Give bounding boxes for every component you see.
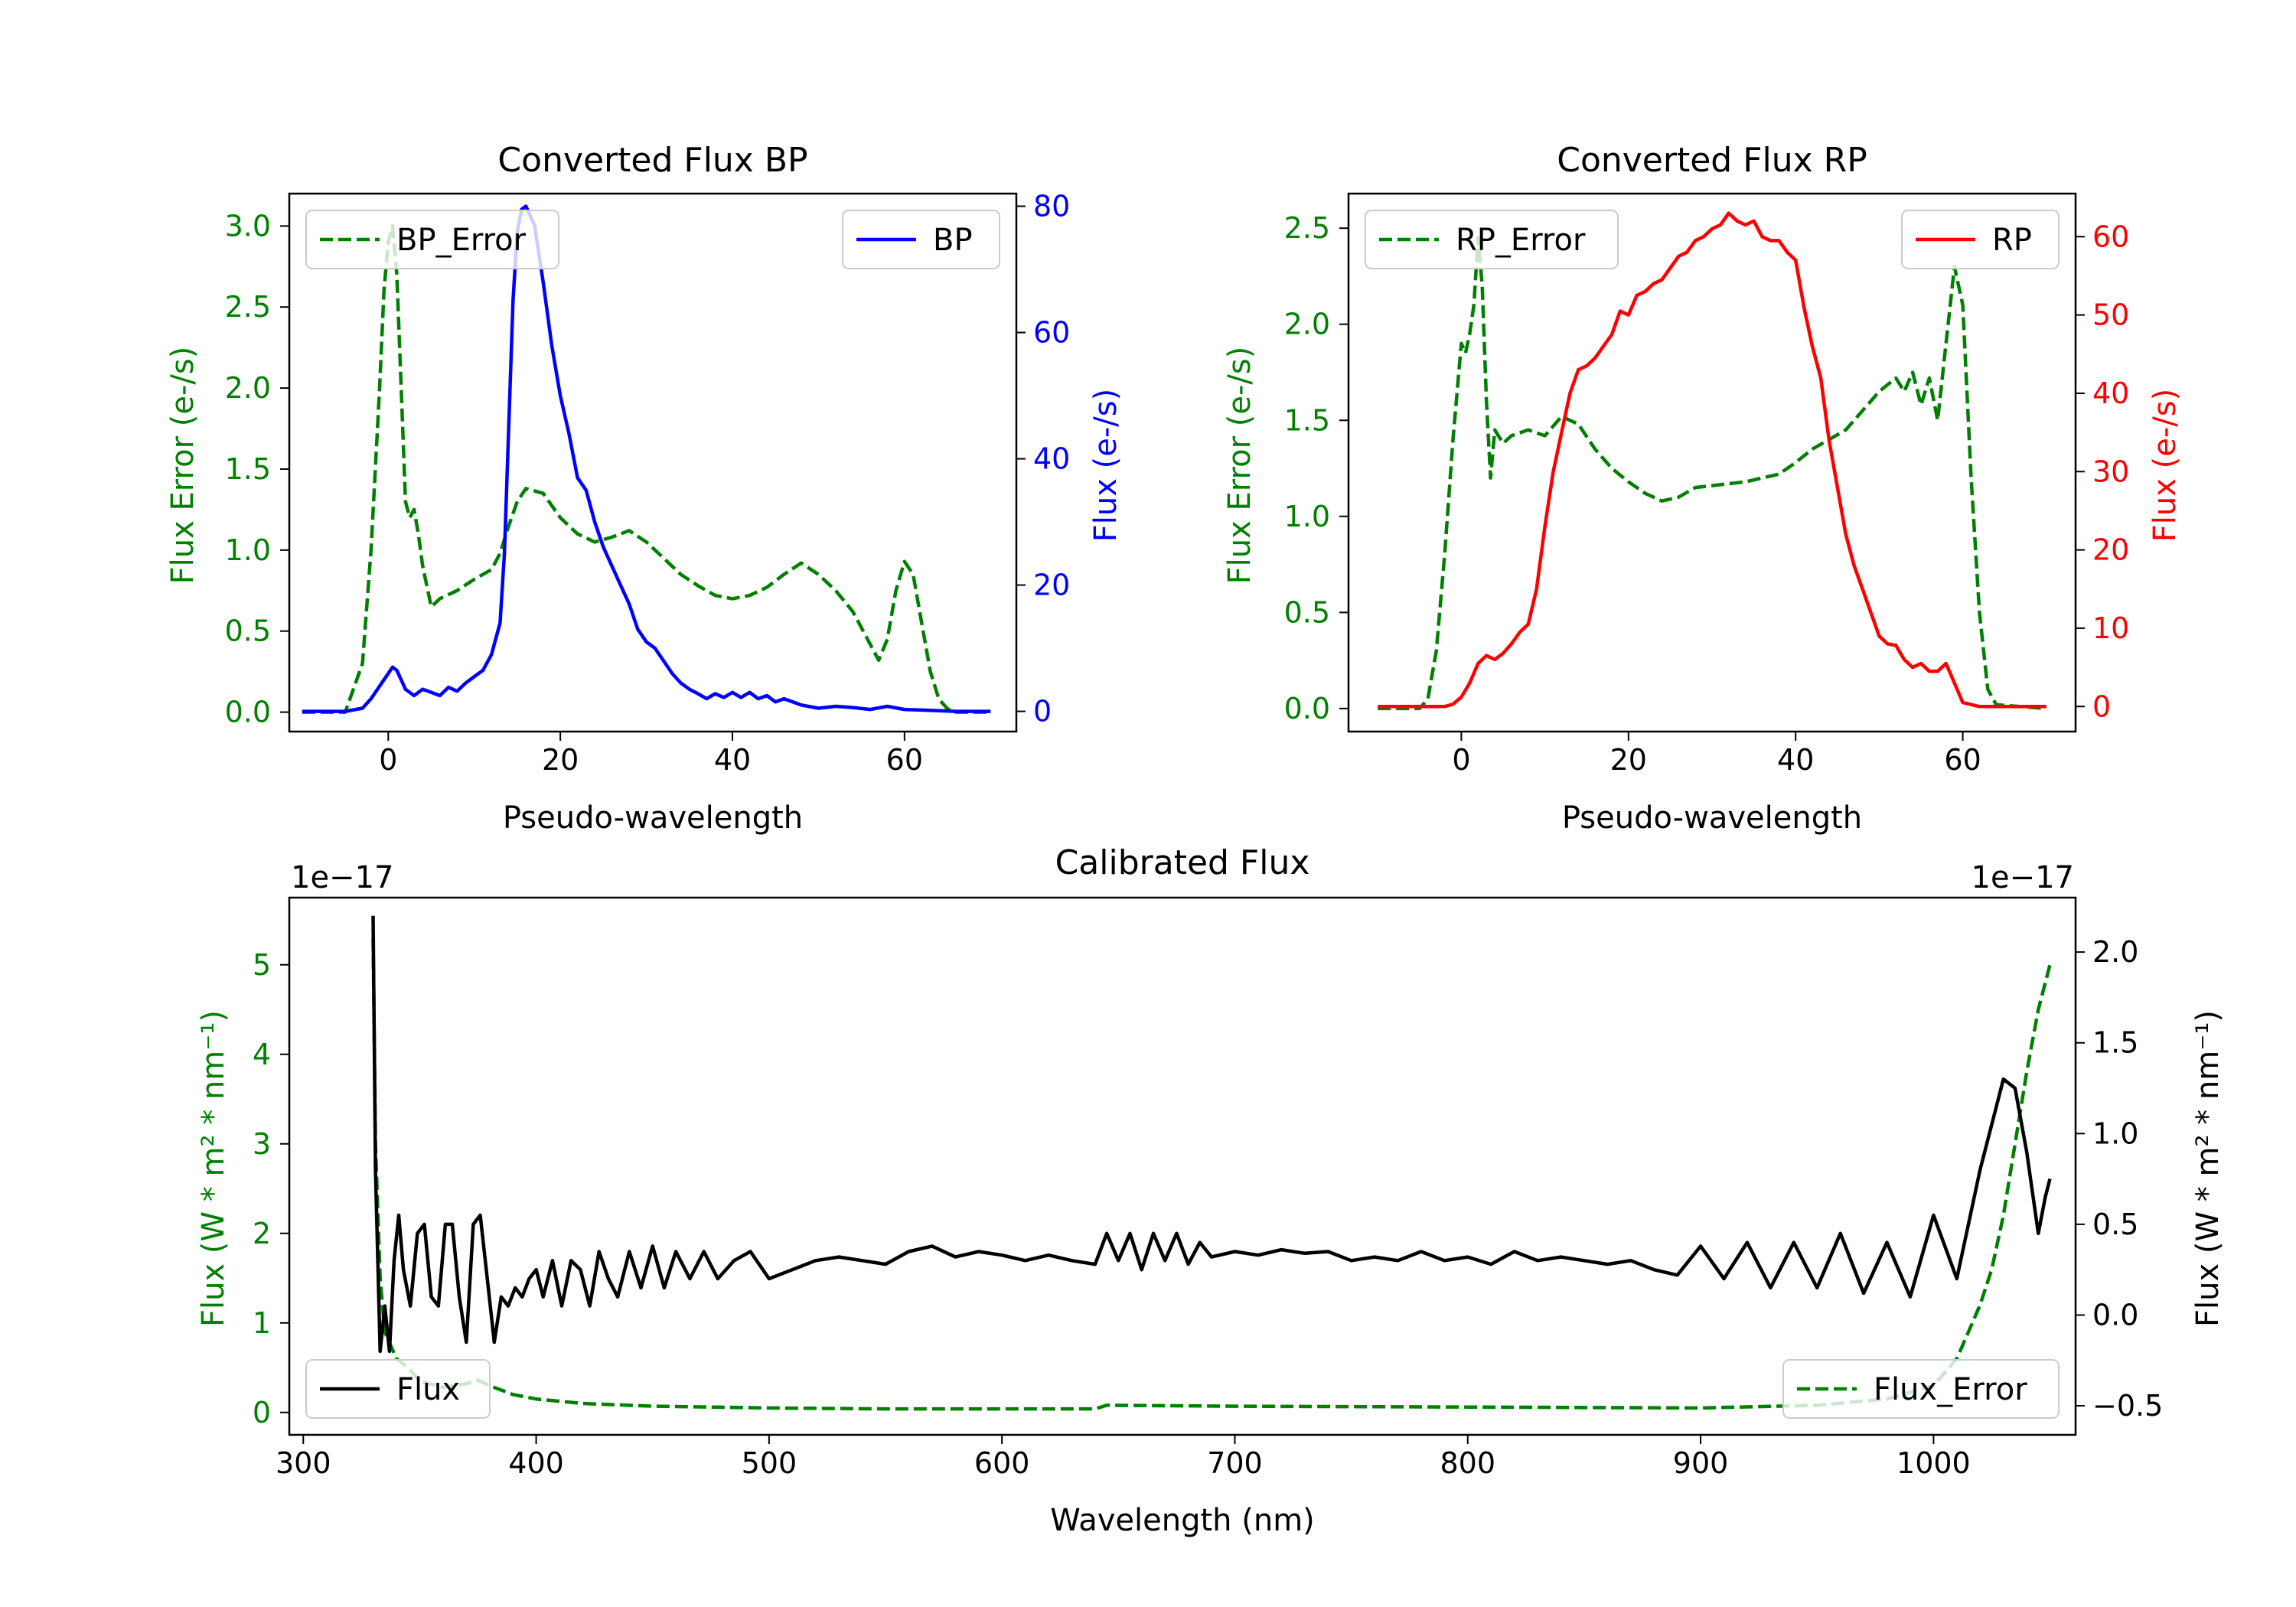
y-tick-label-left: 1.5 [1284, 403, 1330, 437]
legend-box [842, 210, 1000, 269]
x-tick-label: 800 [1440, 1446, 1496, 1480]
x-tick-label: 700 [1207, 1446, 1263, 1480]
x-tick-label: 0 [379, 743, 397, 777]
y-tick-label-right: 60 [2092, 220, 2129, 253]
legend-box [1782, 1359, 2060, 1419]
legend-box [1365, 210, 1619, 269]
y-tick-label-right: 50 [2092, 298, 2129, 332]
panel-converted-flux-bp: Converted Flux BP Pseudo-wavelength Flux… [165, 141, 1124, 836]
legend-bp-error: BP_Error [305, 210, 559, 269]
y-tick-label-left: 3.0 [225, 209, 271, 243]
legend-rp: RP [1901, 210, 2060, 269]
y-tick-label-left: 0.0 [1284, 692, 1330, 725]
legend-box [1901, 210, 2060, 269]
legend-label: Flux_Error [1874, 1372, 2027, 1407]
y-tick-label-right: 10 [2092, 611, 2129, 645]
x-axis-label: Pseudo-wavelength [1562, 800, 1862, 836]
y-axis-label-right: Flux (e-/s) [1088, 389, 1124, 542]
y-tick-label-right: 40 [1033, 442, 1070, 476]
y-tick-label-right: 2.0 [2092, 935, 2138, 969]
series-line-flux [371, 915, 2052, 1354]
legend-label: RP [1992, 223, 2032, 258]
y-tick-label-left: 2 [253, 1217, 271, 1250]
legend-flux-error: Flux_Error [1782, 1359, 2060, 1419]
y-tick-label-right: 60 [1033, 316, 1070, 350]
legend-box [305, 1359, 491, 1419]
y-tick-label-left: 3 [253, 1127, 271, 1161]
y-tick-label-right: 0 [2092, 689, 2111, 723]
y-tick-label-right: 40 [2092, 376, 2129, 410]
y-tick-label-right: 80 [1033, 190, 1070, 223]
y-tick-label-right: 0 [1033, 695, 1052, 729]
y-tick-label-left: 2.0 [1284, 308, 1330, 341]
panel-title: Converted Flux RP [1557, 141, 1867, 180]
series-line-rp [1378, 211, 2047, 709]
offset-label-right: 1e−17 [1971, 860, 2074, 895]
series-line-rp-error [1378, 236, 2047, 711]
x-tick-label: 300 [276, 1446, 331, 1480]
legend-label: BP_Error [396, 223, 527, 258]
legend-box [305, 210, 559, 269]
y-tick-label-left: 5 [253, 948, 271, 982]
legend-label: Flux [396, 1372, 460, 1407]
offset-label-left: 1e−17 [291, 860, 393, 895]
y-axis-label-right: Flux (e-/s) [2148, 389, 2183, 542]
x-tick-label: 400 [508, 1446, 564, 1480]
plot-frame [288, 896, 2077, 1436]
x-tick-label: 20 [542, 743, 579, 777]
x-tick-label: 40 [714, 743, 751, 777]
x-axis-label: Pseudo-wavelength [503, 800, 803, 836]
y-tick-label-right: −0.5 [2092, 1389, 2163, 1423]
x-tick-label: 60 [886, 743, 923, 777]
y-tick-label-left: 1 [253, 1306, 271, 1340]
y-tick-label-left: 2.5 [225, 290, 271, 324]
y-tick-label-right: 30 [2092, 455, 2129, 488]
y-tick-label-left: 4 [253, 1038, 271, 1071]
legend-label: RP_Error [1456, 223, 1586, 258]
x-tick-label: 600 [974, 1446, 1030, 1480]
x-tick-label: 1000 [1896, 1446, 1971, 1480]
panel-title: Converted Flux BP [497, 141, 807, 180]
series-group [302, 204, 991, 714]
y-tick-label-right: 20 [2092, 533, 2129, 567]
x-axis-label: Wavelength (nm) [1050, 1503, 1315, 1538]
x-tick-label: 500 [742, 1446, 797, 1480]
y-tick-label-left: 2.0 [225, 371, 271, 405]
y-axis-label-right: Flux (W * m² * nm⁻¹) [2190, 1010, 2226, 1327]
y-tick-label-right: 1.0 [2092, 1116, 2138, 1150]
panel-converted-flux-rp: Converted Flux RP Pseudo-wavelength Flux… [1222, 141, 2183, 836]
y-tick-label-right: 0.0 [2092, 1298, 2138, 1332]
y-axis-label-left: Flux (W * m² * nm⁻¹) [196, 1010, 231, 1327]
plot-frame [1347, 192, 2077, 733]
x-tick-label: 900 [1673, 1446, 1729, 1480]
x-tick-label: 20 [1610, 743, 1647, 777]
panel-title: Calibrated Flux [1055, 843, 1310, 882]
y-tick-label-right: 20 [1033, 569, 1070, 602]
series-line-bp [302, 204, 991, 713]
legend-rp-error: RP_Error [1365, 210, 1619, 269]
legend-bp: BP [842, 210, 1000, 269]
y-axis-label-left: Flux Error (e-/s) [165, 347, 201, 585]
y-tick-label-left: 2.5 [1284, 211, 1330, 245]
x-tick-label: 40 [1777, 743, 1814, 777]
y-tick-label-left: 0 [253, 1396, 271, 1429]
y-tick-label-left: 0.5 [225, 614, 271, 648]
y-tick-label-left: 0.5 [1284, 595, 1330, 629]
y-tick-label-left: 1.5 [225, 452, 271, 486]
plot-frame [288, 192, 1018, 733]
y-tick-label-left: 1.0 [225, 533, 271, 567]
series-line-bp-error [302, 224, 991, 714]
series-group [1378, 211, 2047, 711]
legend-flux: Flux [305, 1359, 491, 1419]
y-tick-label-left: 0.0 [225, 696, 271, 729]
legend-label: BP [933, 223, 973, 258]
panel-calibrated-flux: Calibrated Flux Wavelength (nm) Flux (W … [196, 843, 2226, 1538]
y-tick-label-right: 1.5 [2092, 1026, 2138, 1060]
y-tick-label-right: 0.5 [2092, 1208, 2138, 1241]
x-tick-label: 60 [1944, 743, 1981, 777]
x-tick-label: 0 [1452, 743, 1470, 777]
y-tick-label-left: 1.0 [1284, 500, 1330, 533]
y-axis-label-left: Flux Error (e-/s) [1222, 347, 1257, 585]
